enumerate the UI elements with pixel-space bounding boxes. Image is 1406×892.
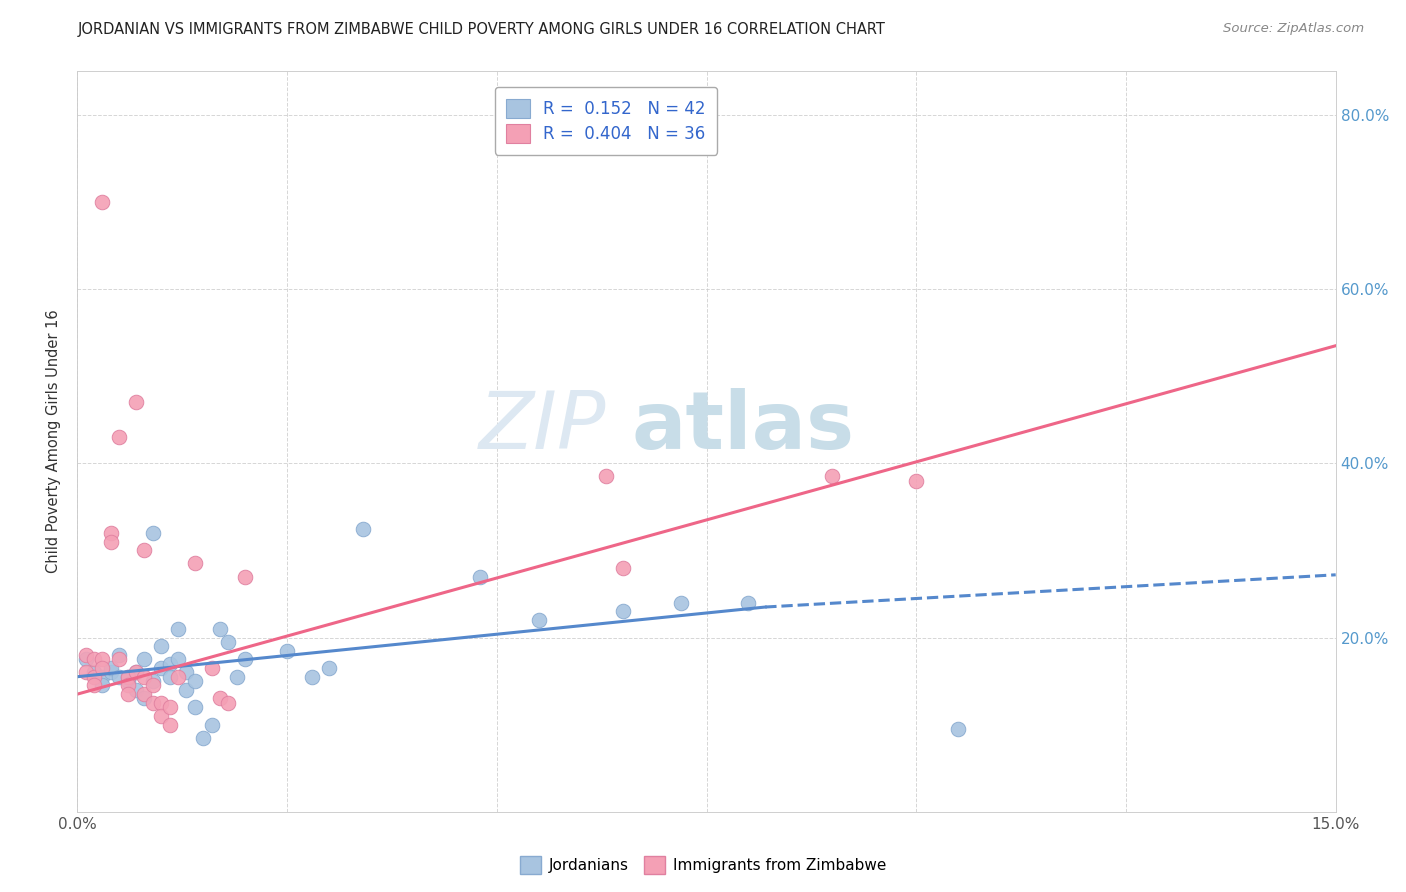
Point <box>821 469 844 483</box>
Point <box>75 652 97 666</box>
Y-axis label: Child Poverty Among Girls Under 16: Child Poverty Among Girls Under 16 <box>46 310 62 574</box>
Point <box>125 395 148 409</box>
Point <box>352 522 374 536</box>
Point <box>225 670 247 684</box>
Point <box>134 691 156 706</box>
Point <box>595 469 617 483</box>
Point <box>117 678 139 692</box>
Point <box>276 643 298 657</box>
Point <box>150 696 173 710</box>
Point <box>671 596 693 610</box>
Point <box>184 674 207 689</box>
Text: atlas: atlas <box>631 388 853 466</box>
Point <box>142 696 165 710</box>
Point <box>108 430 131 444</box>
Legend: Jordanians, Immigrants from Zimbabwe: Jordanians, Immigrants from Zimbabwe <box>513 850 893 880</box>
Point <box>468 569 491 583</box>
Point <box>100 526 122 541</box>
Point <box>233 652 256 666</box>
Point <box>527 613 550 627</box>
Point <box>91 670 114 684</box>
Point <box>150 639 173 653</box>
Point <box>176 682 198 697</box>
Point <box>142 674 165 689</box>
Text: JORDANIAN VS IMMIGRANTS FROM ZIMBABWE CHILD POVERTY AMONG GIRLS UNDER 16 CORRELA: JORDANIAN VS IMMIGRANTS FROM ZIMBABWE CH… <box>77 22 886 37</box>
Point <box>150 661 173 675</box>
Point <box>200 661 222 675</box>
Point <box>83 665 105 680</box>
Point <box>217 696 239 710</box>
Point <box>167 652 190 666</box>
Point <box>159 670 181 684</box>
Point <box>117 687 139 701</box>
Point <box>142 678 165 692</box>
Point <box>100 665 122 680</box>
Point <box>134 543 156 558</box>
Point <box>737 596 759 610</box>
Point <box>134 652 156 666</box>
Point <box>159 657 181 671</box>
Point <box>75 648 97 662</box>
Point <box>83 652 105 666</box>
Point <box>233 569 256 583</box>
Point <box>83 670 105 684</box>
Point <box>200 717 222 731</box>
Point <box>142 526 165 541</box>
Point <box>108 652 131 666</box>
Point <box>150 709 173 723</box>
Point <box>125 665 148 680</box>
Point <box>612 561 634 575</box>
Point <box>117 670 139 684</box>
Point <box>905 474 928 488</box>
Text: ZIP: ZIP <box>478 388 606 466</box>
Point <box>75 665 97 680</box>
Point <box>176 665 198 680</box>
Point <box>108 648 131 662</box>
Point <box>318 661 340 675</box>
Point <box>134 670 156 684</box>
Point <box>217 635 239 649</box>
Point <box>91 661 114 675</box>
Point <box>167 622 190 636</box>
Point <box>125 682 148 697</box>
Point <box>159 700 181 714</box>
Point <box>117 674 139 689</box>
Point <box>208 622 231 636</box>
Point <box>134 687 156 701</box>
Point <box>184 557 207 571</box>
Point <box>301 670 323 684</box>
Point <box>948 722 970 736</box>
Point <box>184 700 207 714</box>
Point <box>117 670 139 684</box>
Point <box>83 678 105 692</box>
Point <box>91 678 114 692</box>
Point <box>100 534 122 549</box>
Point <box>91 652 114 666</box>
Point <box>612 604 634 618</box>
Point <box>208 691 231 706</box>
Legend: R =  0.152   N = 42, R =  0.404   N = 36: R = 0.152 N = 42, R = 0.404 N = 36 <box>495 87 717 155</box>
Point <box>91 194 114 209</box>
Point <box>167 670 190 684</box>
Point <box>191 731 215 745</box>
Point <box>125 665 148 680</box>
Point <box>108 670 131 684</box>
Text: Source: ZipAtlas.com: Source: ZipAtlas.com <box>1223 22 1364 36</box>
Point <box>159 717 181 731</box>
Point <box>100 661 122 675</box>
